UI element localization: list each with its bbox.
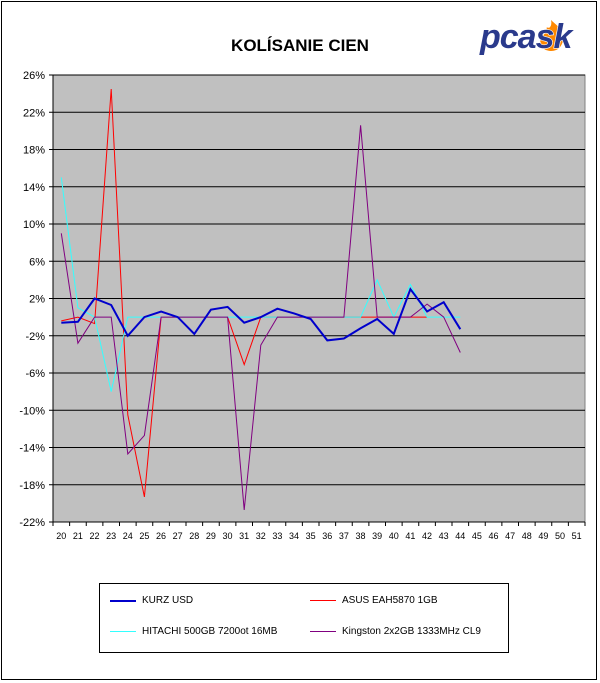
chart-title: KOLÍSANIE CIEN <box>231 36 369 55</box>
x-tick-label: 40 <box>389 531 399 541</box>
x-tick-label: 21 <box>73 531 83 541</box>
x-tick-label: 42 <box>422 531 432 541</box>
x-tick-label: 31 <box>239 531 249 541</box>
x-tick-label: 36 <box>322 531 332 541</box>
x-tick-label: 23 <box>106 531 116 541</box>
y-tick-label: 2% <box>29 294 45 306</box>
y-tick-label: -6% <box>25 368 45 380</box>
x-tick-label: 20 <box>56 531 66 541</box>
x-tick-label: 35 <box>306 531 316 541</box>
y-tick-label: -10% <box>19 405 45 417</box>
legend-item-asus: ASUS EAH5870 1GB <box>310 595 438 606</box>
chart-legend: KURZ USD ASUS EAH5870 1GB HITACHI 500GB … <box>99 583 509 653</box>
x-tick-label: 26 <box>156 531 166 541</box>
legend-label: ASUS EAH5870 1GB <box>342 595 438 606</box>
legend-item-kurz-usd: KURZ USD <box>110 595 193 606</box>
x-tick-label: 37 <box>339 531 349 541</box>
x-tick-label: 33 <box>272 531 282 541</box>
x-tick-label: 47 <box>505 531 515 541</box>
x-tick-label: 28 <box>189 531 199 541</box>
x-tick-label: 30 <box>223 531 233 541</box>
svg-text:pcask: pcask <box>479 18 574 56</box>
x-tick-label: 39 <box>372 531 382 541</box>
series-line-asus-eah5870-1gb <box>61 88 428 497</box>
x-tick-label: 41 <box>405 531 415 541</box>
x-tick-label: 45 <box>472 531 482 541</box>
x-tick-label: 32 <box>256 531 266 541</box>
x-tick-label: 43 <box>439 531 449 541</box>
y-tick-label: -2% <box>25 331 45 343</box>
x-tick-label: 51 <box>572 531 582 541</box>
x-tick-label: 46 <box>489 531 499 541</box>
legend-swatch <box>310 600 336 601</box>
legend-swatch <box>110 599 136 602</box>
legend-label: KURZ USD <box>142 595 194 606</box>
y-tick-label: 22% <box>23 107 45 119</box>
x-tick-label: 50 <box>555 531 565 541</box>
x-tick-label: 48 <box>522 531 532 541</box>
legend-swatch <box>110 631 136 632</box>
x-tick-label: 22 <box>90 531 100 541</box>
y-tick-label: 18% <box>23 145 45 157</box>
series-line-kurz-usd <box>61 287 462 342</box>
series-line-kingston-2x2gb-1333mhz-cl9 <box>60 125 461 510</box>
x-tick-label: 29 <box>206 531 216 541</box>
legend-label: HITACHI 500GB 7200ot 16MB <box>142 626 278 637</box>
y-tick-label: 10% <box>23 219 45 231</box>
legend-label: Kingston 2x2GB 1333MHz CL9 <box>342 626 481 637</box>
legend-swatch <box>310 631 336 632</box>
y-tick-label: -14% <box>19 443 45 455</box>
x-tick-label: 27 <box>173 531 183 541</box>
y-tick-label: 6% <box>29 256 45 268</box>
y-tick-label: -18% <box>19 480 45 492</box>
legend-item-kingston: Kingston 2x2GB 1333MHz CL9 <box>310 626 481 637</box>
y-tick-label: 14% <box>23 182 45 194</box>
pcask-logo: pcask <box>478 17 576 56</box>
legend-item-hitachi: HITACHI 500GB 7200ot 16MB <box>110 626 277 637</box>
x-tick-label: 38 <box>356 531 366 541</box>
x-tick-label: 44 <box>455 531 465 541</box>
x-tick-label: 49 <box>538 531 548 541</box>
y-tick-label: 26% <box>23 70 45 82</box>
y-tick-label: -22% <box>19 517 45 529</box>
x-tick-label: 34 <box>289 531 299 541</box>
x-tick-label: 24 <box>123 531 133 541</box>
x-tick-label: 25 <box>139 531 149 541</box>
